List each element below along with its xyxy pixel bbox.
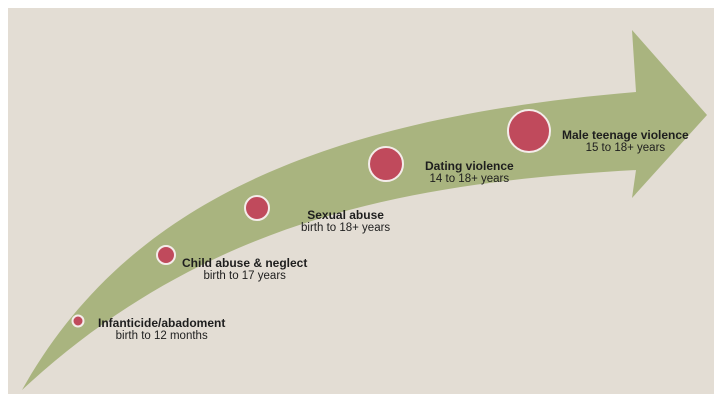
- stage-label-sexual-abuse: Sexual abuse birth to 18+ years: [301, 208, 390, 236]
- stage-range: 15 to 18+ years: [585, 142, 666, 155]
- stage-range: birth to 12 months: [115, 330, 208, 343]
- stage-label-male-teenage-violence: Male teenage violence 15 to 18+ years: [562, 128, 689, 156]
- stage-marker-dating-violence: [368, 146, 404, 182]
- stage-marker-infanticide: [71, 314, 85, 328]
- stage-title: Child abuse & neglect: [182, 256, 308, 270]
- stage-label-dating-violence: Dating violence 14 to 18+ years: [425, 159, 514, 187]
- stage-range: birth to 17 years: [203, 270, 286, 283]
- stage-marker-male-teenage-violence: [507, 109, 551, 153]
- stage-range: birth to 18+ years: [301, 222, 391, 235]
- stage-label-infanticide: Infanticide/abadoment birth to 12 months: [98, 316, 225, 344]
- stage-range: 14 to 18+ years: [429, 173, 510, 186]
- stage-marker-child-abuse: [156, 245, 176, 265]
- stage-title: Infanticide/abadoment: [98, 316, 226, 330]
- stage-label-child-abuse: Child abuse & neglect birth to 17 years: [182, 256, 307, 284]
- stage-title: Sexual abuse: [307, 208, 384, 222]
- stage-title: Dating violence: [425, 159, 514, 173]
- stage-marker-sexual-abuse: [244, 195, 270, 221]
- stage-title: Male teenage violence: [562, 128, 689, 142]
